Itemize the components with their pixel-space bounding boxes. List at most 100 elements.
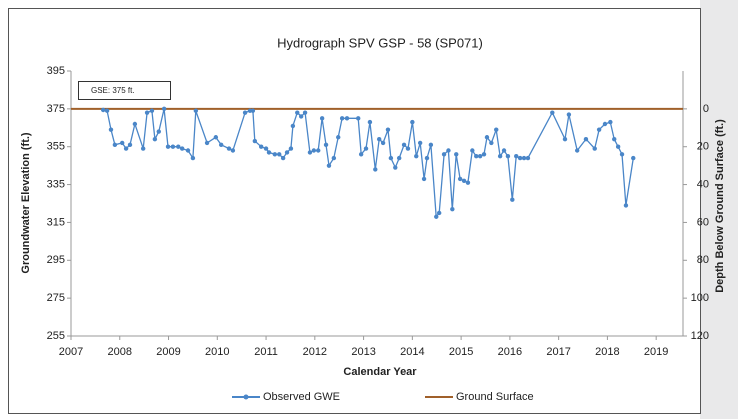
data-point bbox=[307, 150, 313, 155]
data-point bbox=[104, 108, 110, 113]
data-point bbox=[336, 135, 341, 140]
legend-marker bbox=[243, 394, 249, 400]
data-point bbox=[258, 144, 264, 149]
y-tick-label: 335 bbox=[47, 178, 65, 190]
x-tick-label: 2007 bbox=[59, 346, 83, 358]
data-point bbox=[385, 127, 391, 132]
data-point bbox=[417, 140, 423, 146]
chart-frame bbox=[8, 8, 701, 414]
data-point bbox=[477, 153, 483, 159]
data-point bbox=[434, 214, 439, 219]
data-point bbox=[631, 155, 636, 161]
data-point bbox=[367, 119, 373, 125]
data-point bbox=[356, 116, 361, 121]
data-point bbox=[410, 119, 415, 125]
data-point bbox=[592, 146, 597, 151]
data-point bbox=[497, 153, 503, 159]
data-point bbox=[501, 148, 507, 153]
data-point bbox=[358, 152, 364, 157]
annotation-box bbox=[78, 81, 171, 100]
data-point bbox=[608, 119, 613, 125]
data-point bbox=[517, 155, 523, 161]
y2-tick-label: 80 bbox=[697, 254, 709, 266]
data-point bbox=[218, 142, 224, 148]
data-point bbox=[193, 108, 199, 113]
data-point bbox=[266, 150, 272, 155]
y-tick-label: 395 bbox=[47, 65, 65, 77]
data-point bbox=[277, 152, 282, 157]
data-point bbox=[316, 148, 321, 153]
data-point bbox=[446, 148, 451, 153]
data-point bbox=[470, 148, 475, 153]
data-point bbox=[405, 146, 411, 151]
data-point bbox=[612, 136, 617, 142]
x-tick-label: 2017 bbox=[546, 346, 570, 358]
data-point bbox=[474, 153, 479, 159]
y2-tick-label: 100 bbox=[691, 292, 709, 304]
x-tick-label: 2015 bbox=[449, 346, 473, 358]
x-axis-title: Calendar Year bbox=[343, 366, 417, 378]
legend-label: Ground Surface bbox=[456, 391, 534, 403]
data-point bbox=[344, 116, 350, 121]
data-point bbox=[363, 146, 369, 151]
data-point bbox=[319, 116, 325, 121]
data-point bbox=[339, 116, 345, 121]
data-point bbox=[226, 146, 232, 151]
data-point bbox=[414, 153, 419, 159]
y2-tick-label: 20 bbox=[697, 141, 709, 153]
x-tick-label: 2008 bbox=[108, 346, 132, 358]
data-point bbox=[108, 127, 114, 132]
data-point bbox=[263, 146, 269, 151]
data-point bbox=[428, 142, 434, 148]
data-point bbox=[388, 155, 394, 161]
x-tick-label: 2014 bbox=[400, 346, 424, 358]
data-point bbox=[290, 123, 296, 129]
data-point bbox=[465, 180, 471, 185]
data-point bbox=[525, 155, 531, 161]
data-point bbox=[441, 152, 447, 157]
data-point bbox=[302, 110, 308, 115]
y-tick-label: 295 bbox=[47, 254, 65, 266]
side-panel bbox=[700, 0, 738, 419]
data-point bbox=[252, 138, 258, 144]
y-tick-label: 315 bbox=[47, 216, 65, 228]
data-point bbox=[242, 110, 248, 115]
data-point bbox=[376, 136, 382, 142]
y2-axis-title: Depth Below Ground Surface (ft.) bbox=[714, 119, 726, 293]
data-point bbox=[331, 155, 337, 161]
data-point bbox=[250, 108, 256, 113]
data-point bbox=[619, 152, 625, 157]
data-point bbox=[149, 108, 155, 113]
data-point bbox=[566, 112, 572, 117]
data-point bbox=[461, 178, 467, 183]
legend-label: Observed GWE bbox=[263, 391, 340, 403]
data-point bbox=[284, 150, 290, 155]
annotation: GSE: 375 ft. bbox=[91, 86, 135, 95]
x-tick-label: 2019 bbox=[644, 346, 668, 358]
data-point bbox=[596, 127, 602, 132]
data-point bbox=[421, 176, 427, 182]
data-point bbox=[396, 155, 402, 161]
data-point bbox=[123, 146, 129, 151]
data-point bbox=[373, 167, 378, 172]
x-tick-label: 2013 bbox=[351, 346, 375, 358]
y-tick-label: 275 bbox=[47, 292, 65, 304]
data-point bbox=[510, 197, 515, 202]
data-point bbox=[326, 163, 332, 168]
x-tick-label: 2018 bbox=[595, 346, 619, 358]
data-point bbox=[170, 144, 176, 149]
data-point bbox=[514, 153, 519, 159]
y-tick-label: 255 bbox=[47, 330, 65, 342]
data-point bbox=[450, 206, 455, 212]
data-point bbox=[505, 153, 511, 159]
data-point bbox=[484, 135, 490, 140]
data-point bbox=[424, 155, 430, 161]
data-point bbox=[457, 176, 463, 182]
data-point bbox=[156, 129, 161, 134]
data-point bbox=[112, 142, 118, 148]
data-point bbox=[454, 152, 459, 157]
data-point bbox=[165, 144, 171, 149]
data-point bbox=[127, 142, 133, 148]
data-point bbox=[481, 152, 487, 157]
